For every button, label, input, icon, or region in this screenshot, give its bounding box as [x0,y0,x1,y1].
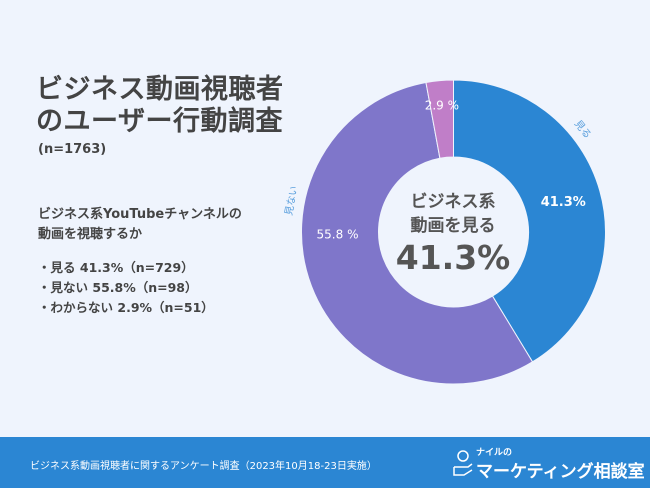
title-line-1: ビジネス動画視聴者 [36,74,284,105]
question-line-1: ビジネス系YouTubeチャンネルの [38,207,242,222]
footer-text: ビジネス系動画視聴者に関するアンケート調査（2023年10月18-23日実施） [30,461,377,472]
result-item: 見ない 55.8%（n=98） [38,278,214,298]
center-line-2: 動画を見る [411,215,496,236]
sample-size: (n=1763) [38,142,107,157]
footer: ビジネス系動画視聴者に関するアンケート調査（2023年10月18-23日実施） … [0,437,650,488]
center-value: 41.3% [396,238,511,277]
page-title: ビジネス動画視聴者 のユーザー行動調査 [36,74,284,138]
center-line-1: ビジネス系 [411,192,496,212]
logo-small-text: ナイルの [476,448,513,458]
question-line-2: 動画を視聴するか [38,227,143,242]
slice-value-label: 55.8 % [317,228,359,242]
results-list: 見る 41.3%（n=729） 見ない 55.8%（n=98） わからない 2.… [38,258,214,318]
lightbulb-icon [453,450,473,476]
slice-category-label: 見る [572,118,594,141]
result-item: 見る 41.3%（n=729） [38,258,214,278]
donut-chart: 41.3% 見る 55.8 % 見ない 2.9 % ビジネス系 動画を見る 41.3% [283,79,606,385]
logo: ナイルの マーケティング相談室 [450,443,645,483]
donut-slice-1 [453,79,606,363]
question: ビジネス系YouTubeチャンネルの 動画を視聴するか [38,205,242,245]
slice-value-label: 41.3% [541,195,586,210]
slice-value-label: 2.9 % [425,99,459,113]
logo-big-text: マーケティング相談室 [476,462,645,482]
donut-slice-2 [301,81,534,385]
title-line-2: のユーザー行動調査 [36,106,283,137]
result-item: わからない 2.9%（n=51） [38,298,214,318]
slice-category-label: 見ない [283,185,300,217]
donut-slice-3 [425,79,454,159]
